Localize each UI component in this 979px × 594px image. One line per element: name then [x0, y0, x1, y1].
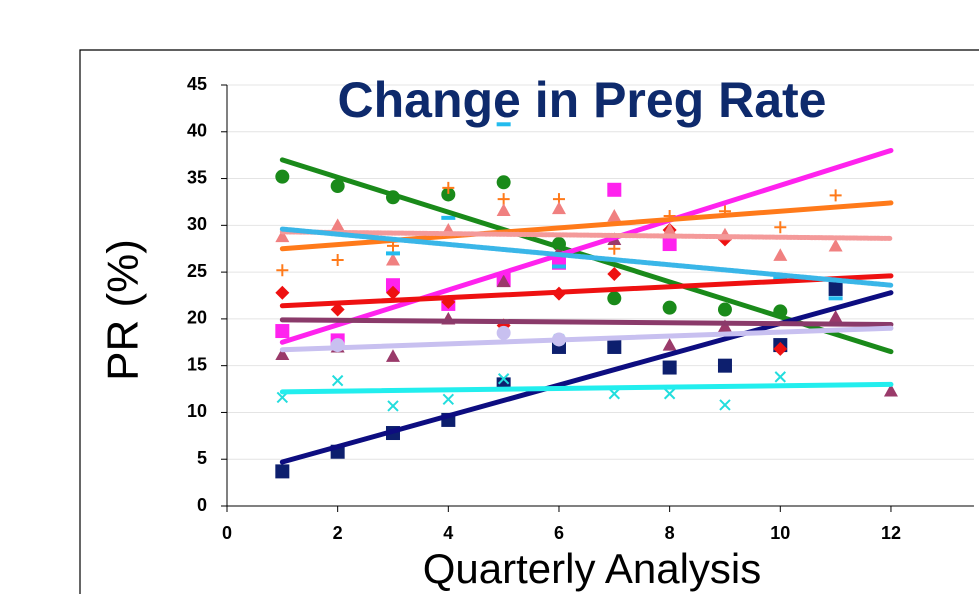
y-tick-label: 35	[187, 167, 207, 187]
point	[663, 388, 676, 400]
point	[275, 229, 290, 243]
point	[607, 339, 622, 354]
point	[662, 338, 677, 351]
x-tick-label: 0	[222, 523, 232, 543]
x-axis-label: Quarterly Analysis	[423, 545, 761, 592]
y-tick-label: 0	[197, 495, 207, 515]
point	[773, 248, 788, 261]
point	[275, 347, 290, 361]
point	[497, 193, 510, 206]
trend-line	[279, 226, 894, 288]
point	[608, 388, 621, 400]
point	[773, 341, 788, 356]
point	[330, 179, 345, 194]
y-tick-label: 20	[187, 308, 207, 328]
point	[385, 252, 400, 266]
point	[496, 122, 511, 127]
point	[662, 300, 677, 315]
point	[497, 373, 510, 385]
point	[331, 374, 344, 387]
point	[331, 253, 344, 266]
x-tick-label: 10	[770, 523, 790, 543]
point	[330, 302, 345, 317]
point	[441, 187, 456, 202]
point	[717, 302, 732, 317]
point	[717, 358, 732, 373]
y-tick-label: 30	[187, 214, 207, 234]
point	[276, 264, 289, 277]
y-tick-label: 45	[187, 74, 207, 94]
y-tick-label: 25	[187, 261, 207, 281]
y-tick-label: 5	[197, 448, 207, 468]
point	[442, 181, 455, 194]
point	[551, 201, 566, 215]
point	[828, 296, 843, 301]
trend-line	[279, 200, 894, 252]
point	[385, 278, 400, 293]
point	[829, 189, 842, 202]
trend-line	[279, 381, 894, 395]
point	[551, 264, 566, 269]
x-tick-label: 8	[665, 523, 675, 543]
trend-line	[279, 325, 894, 353]
trend-line	[279, 229, 894, 241]
point	[662, 360, 677, 375]
point	[441, 215, 456, 220]
point	[774, 221, 787, 234]
point	[442, 393, 455, 406]
point	[774, 371, 787, 383]
trend-line	[279, 317, 894, 328]
x-tick-label: 4	[443, 523, 453, 543]
point	[496, 175, 511, 190]
trend-line	[279, 147, 894, 345]
x-tick-label: 6	[554, 523, 564, 543]
y-axis-label: PR (%)	[99, 239, 148, 381]
point	[607, 291, 622, 306]
point	[662, 223, 677, 236]
point	[275, 285, 290, 300]
point	[496, 274, 511, 288]
point	[607, 182, 622, 197]
point	[662, 237, 677, 252]
point	[828, 310, 843, 323]
point	[607, 266, 622, 281]
x-tick-label: 12	[881, 523, 901, 543]
point	[773, 275, 788, 280]
trend-line	[279, 290, 894, 465]
y-tick-label: 15	[187, 354, 207, 374]
point	[719, 399, 731, 411]
point	[387, 400, 399, 412]
plot-area: 0 5 10 15 20 25 30 35 40 45 0 2 4 6 8 10 12	[187, 74, 974, 543]
point	[385, 285, 400, 300]
chart-title: Change in Preg Rate	[338, 72, 827, 128]
point	[275, 169, 290, 184]
point	[828, 238, 843, 252]
point	[496, 325, 511, 340]
point	[275, 324, 290, 339]
point	[330, 218, 345, 231]
y-tick-label: 40	[187, 121, 207, 141]
point	[275, 464, 290, 479]
point	[385, 349, 400, 362]
frame	[79, 49, 979, 594]
x-tick-label: 2	[333, 523, 343, 543]
trend-line	[279, 273, 894, 309]
point	[828, 281, 843, 296]
point	[883, 383, 898, 397]
point	[607, 208, 622, 222]
y-tick-label: 10	[187, 401, 207, 421]
point	[385, 251, 400, 256]
point	[496, 203, 511, 216]
